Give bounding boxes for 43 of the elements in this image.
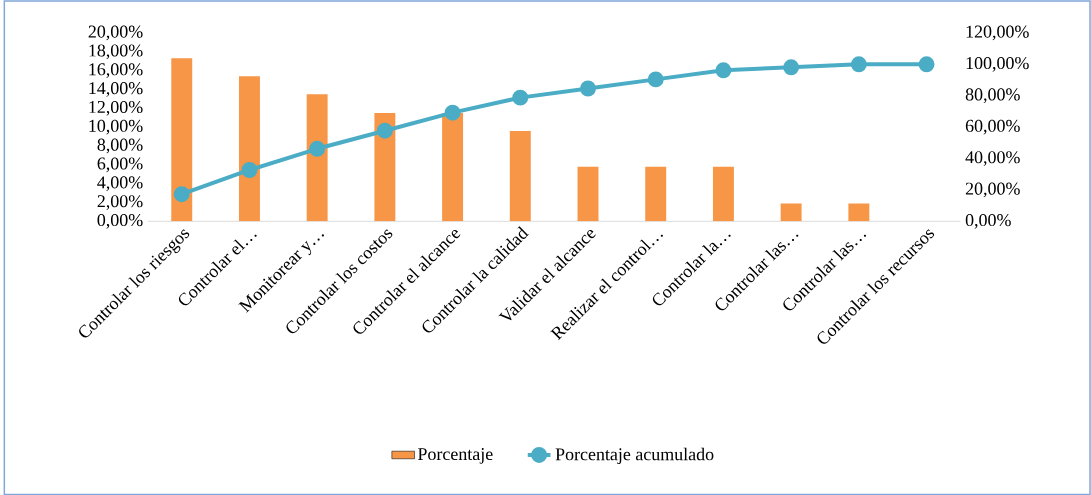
y-tick-label: 12,00% [89,100,143,116]
y-tick-label: 8,00% [97,138,143,154]
bar [306,93,328,222]
y2-tick-label: 60,00% [965,119,1020,135]
y2-tick-label: 40,00% [965,150,1020,166]
y2-tick-label: 0,00% [965,213,1011,229]
y-tick-label: 16,00% [89,63,143,78]
y2-tick-label: 100,00% [966,56,1029,72]
point [173,185,190,202]
point [715,62,732,79]
bar [442,112,464,222]
legend-label: Porcentaje acumulado [555,447,714,464]
y-tick-label: 2,00% [97,194,143,210]
bar [780,203,802,222]
point [783,59,800,76]
point [850,56,867,73]
y-tick-label: 4,00% [97,176,143,191]
bar [577,166,599,222]
point [580,80,596,97]
y2-tick-label: 120,00% [966,25,1029,41]
point [309,140,326,157]
y2-tick-label: 80,00% [965,88,1020,103]
y-tick-label: 6,00% [97,157,143,172]
bar [712,166,734,222]
legend-label: Porcentaje [417,447,493,464]
point [241,161,258,178]
y2-tick-label: 20,00% [965,182,1020,198]
point [376,122,393,139]
bar [238,76,260,222]
bar [509,130,531,222]
point [512,89,529,106]
y-tick-label: 0,00% [97,213,143,229]
point [918,56,935,73]
y-tick-label: 14,00% [89,81,143,97]
y-tick-label: 20,00% [88,25,143,41]
point [647,71,664,88]
y-tick-label: 10,00% [89,119,143,135]
bar [848,203,870,222]
bar [374,112,396,222]
y-tick-label: 18,00% [89,44,143,59]
bar [645,166,667,222]
bar [171,58,193,222]
point [444,104,461,121]
